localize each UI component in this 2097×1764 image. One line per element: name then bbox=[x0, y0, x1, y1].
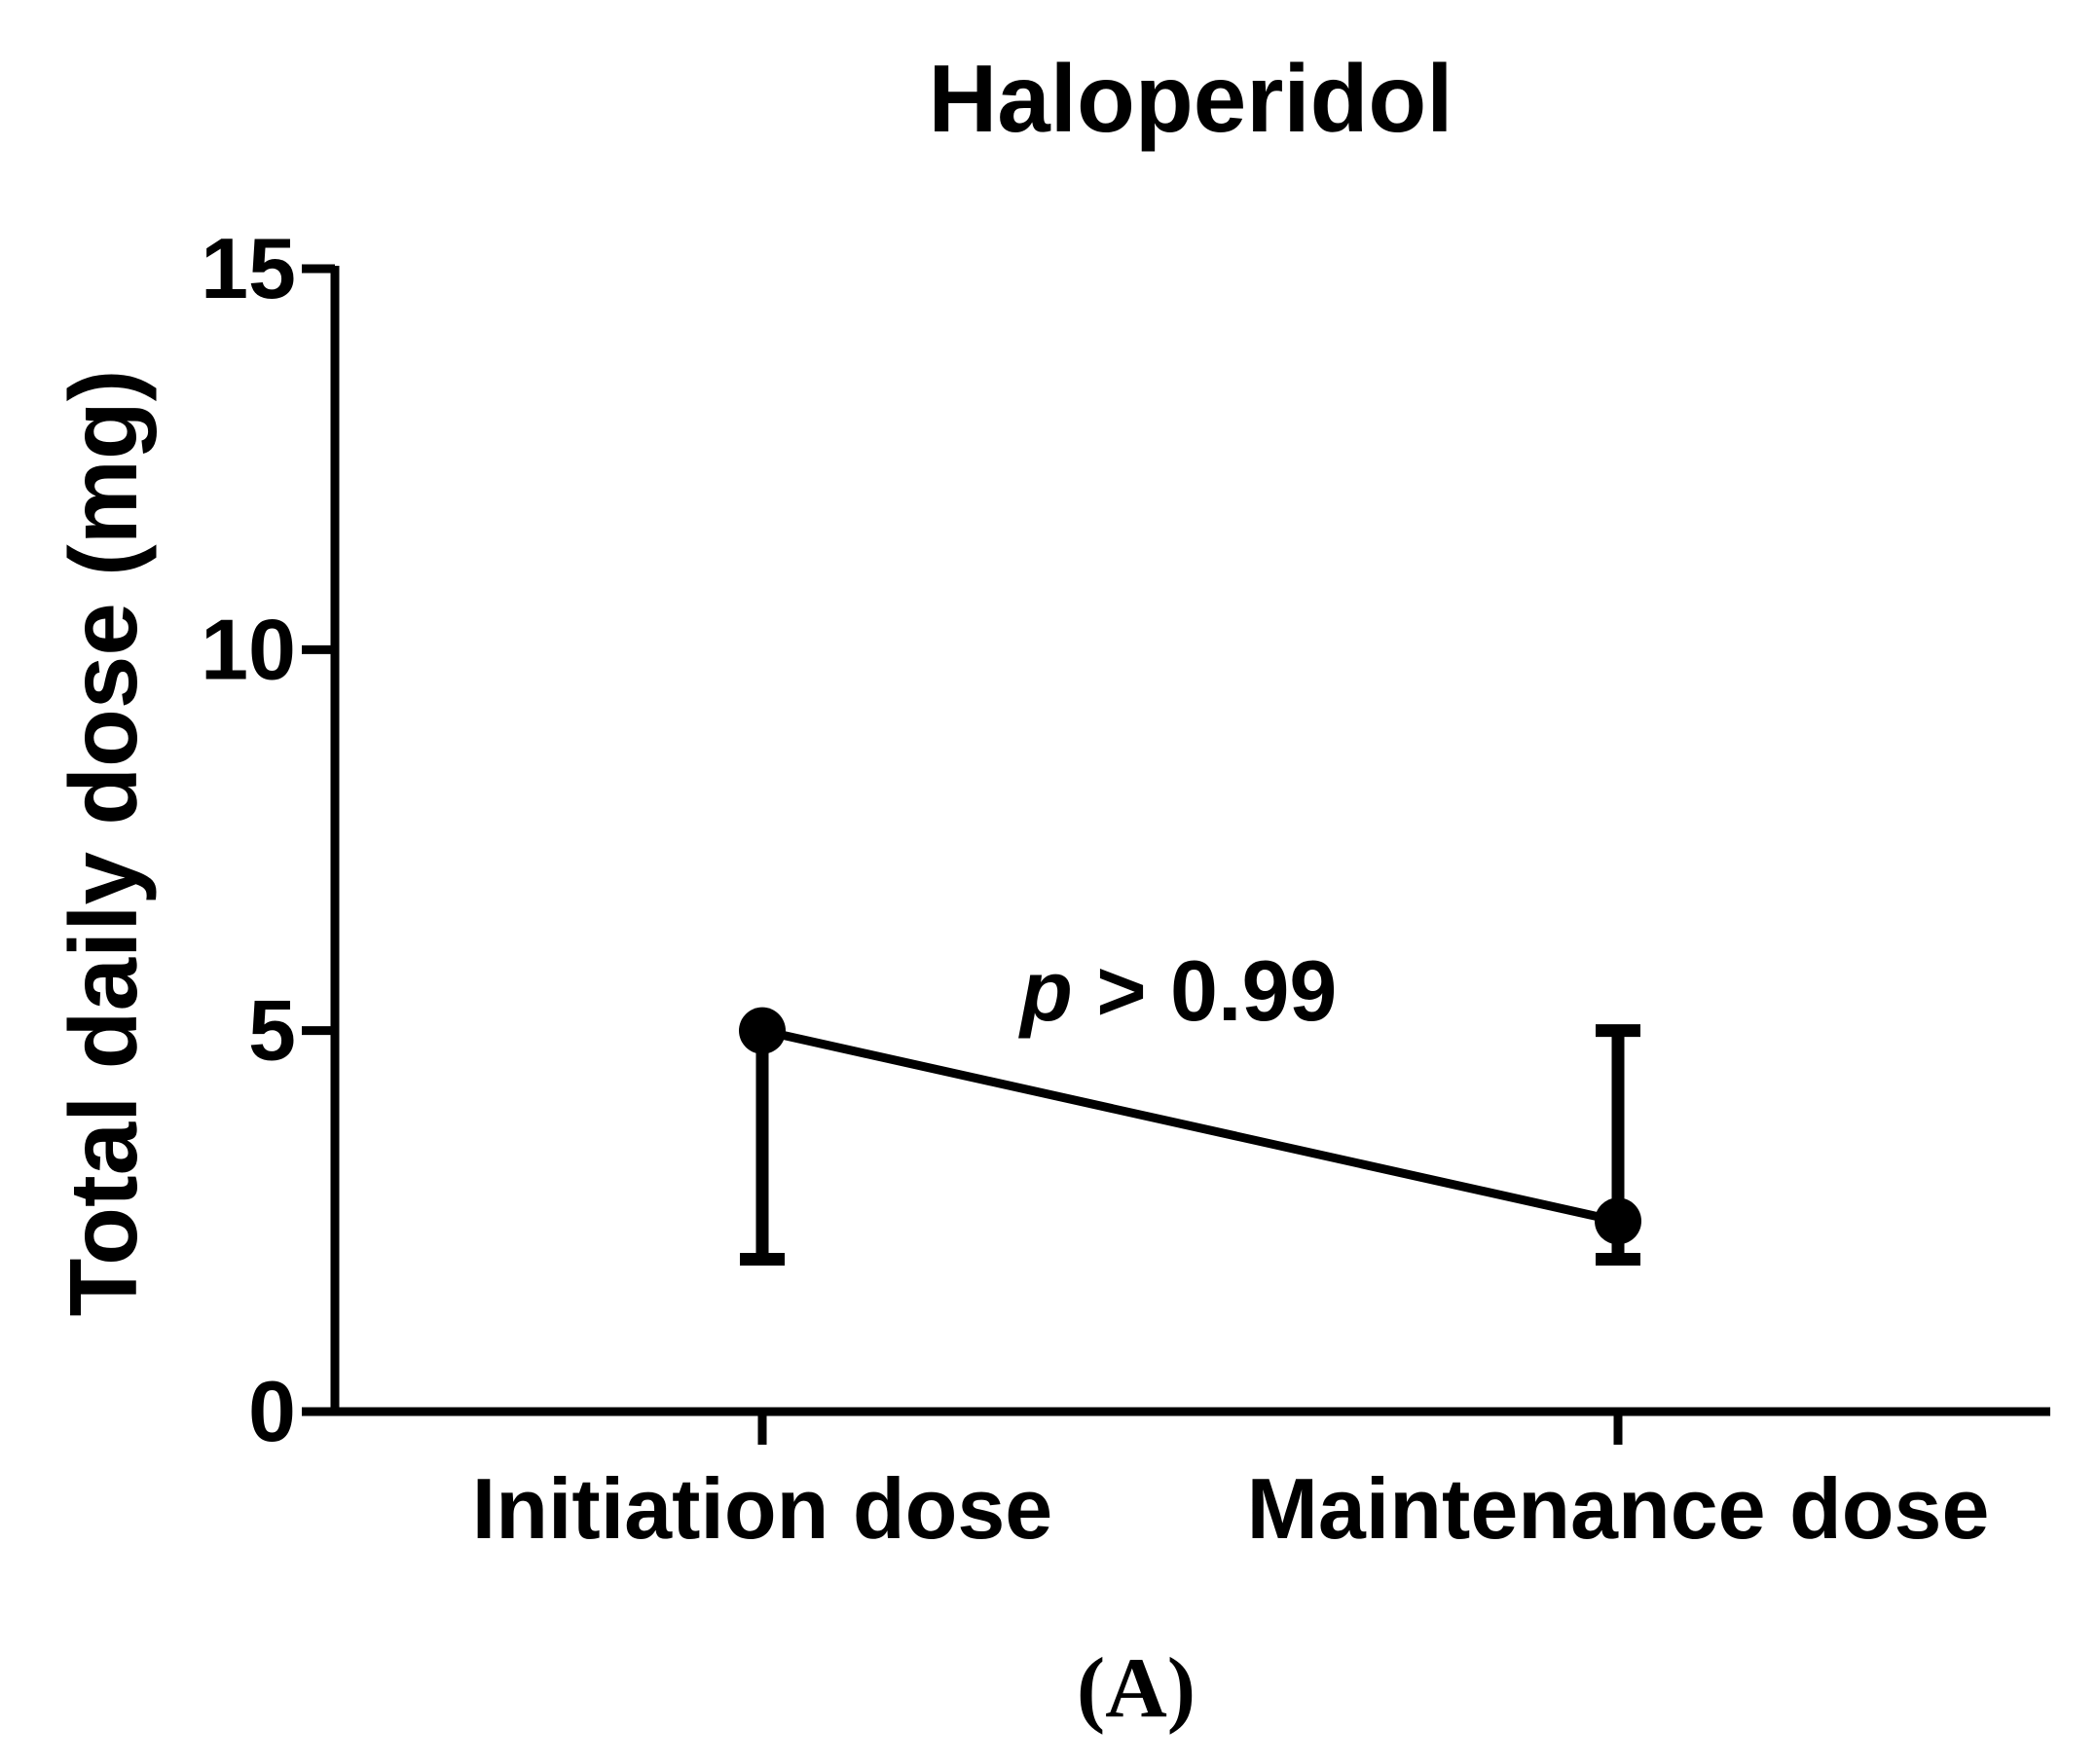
x-ticks: Initiation dose Maintenance dose bbox=[472, 1412, 1990, 1557]
series-lines bbox=[761, 1026, 1619, 1226]
y-tick-label: 5 bbox=[248, 982, 296, 1079]
x-tick-label: Maintenance dose bbox=[1247, 1460, 1990, 1557]
y-axis-label: Total daily dose (mg) bbox=[50, 370, 157, 1317]
x-tick-label: Initiation dose bbox=[472, 1460, 1052, 1557]
data-point bbox=[739, 1007, 786, 1054]
axes bbox=[330, 266, 2050, 1416]
data-point bbox=[1595, 1197, 1641, 1245]
y-tick-label: 15 bbox=[201, 220, 296, 316]
p-italic: p bbox=[1018, 942, 1073, 1039]
y-tick-label: 0 bbox=[248, 1363, 296, 1459]
series-line bbox=[761, 1026, 1619, 1226]
panel-label: (A) bbox=[1077, 1641, 1196, 1736]
chart-title: Haloperidol bbox=[928, 45, 1453, 152]
p-value-text: > 0.99 bbox=[1073, 942, 1338, 1039]
y-ticks: 0 5 10 15 bbox=[201, 220, 335, 1459]
p-value-annotation: p > 0.99 bbox=[1018, 942, 1337, 1039]
data-points bbox=[739, 1007, 1641, 1245]
y-tick-label: 10 bbox=[201, 601, 296, 697]
error-bars bbox=[740, 1024, 1640, 1266]
